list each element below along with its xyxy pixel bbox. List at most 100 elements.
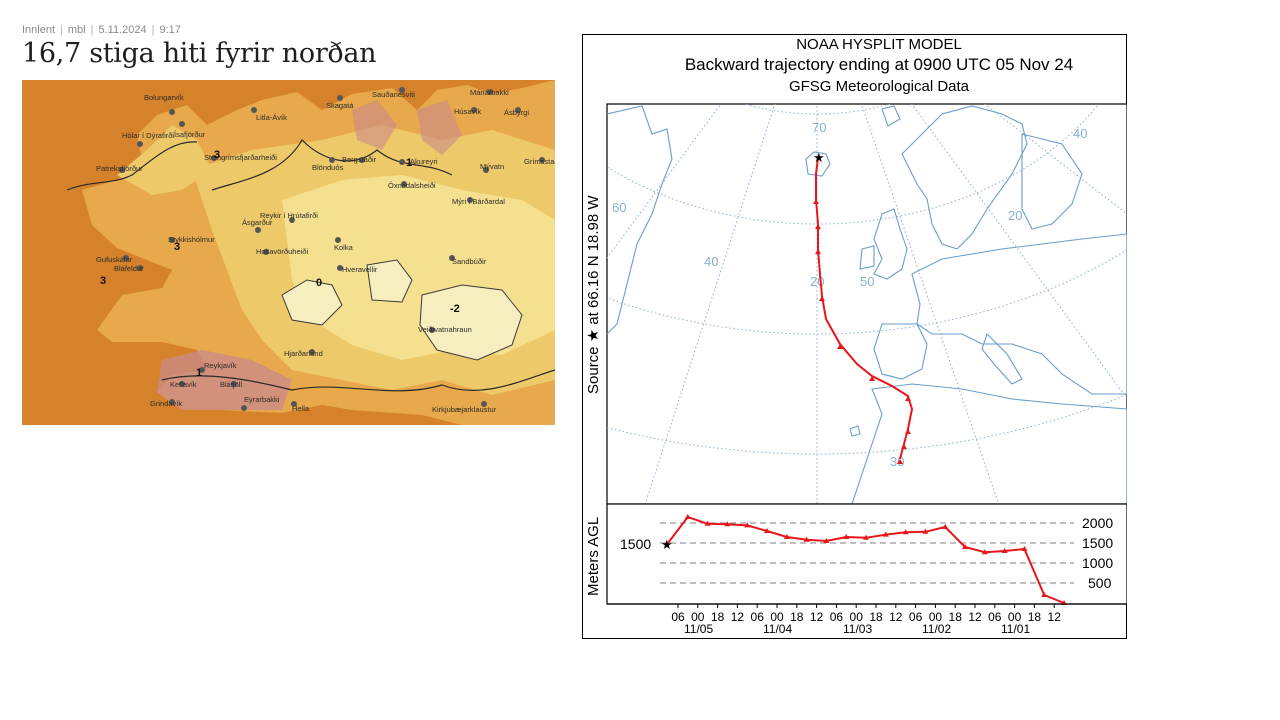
source-coordinates-label: Source ★ at 66.16 N 18.98 W (585, 195, 602, 394)
height-gridlines (660, 522, 1074, 584)
height-axis-label: Meters AGL (585, 517, 602, 596)
grid-label: 50 (860, 274, 874, 289)
place-label: Ásbyrgi (504, 108, 529, 117)
place-label: Mýri í Bárðardal (452, 197, 505, 206)
map-coastlines (607, 105, 1127, 504)
coast-iceland (805, 151, 831, 177)
article-source[interactable]: mbl (67, 24, 86, 36)
coast-finland (1021, 133, 1083, 230)
height-marker (1001, 548, 1008, 553)
grid-label: 70 (812, 120, 826, 135)
place-label: Sauðanesviti (372, 90, 415, 99)
date-labels: 11/05 11/04 11/03 11/02 11/01 (684, 622, 1030, 636)
time-tick-label: 12 (889, 610, 903, 624)
date-label: 11/02 (922, 622, 951, 636)
place-label: Reykjavík (204, 361, 237, 370)
coast-iberia (873, 323, 928, 380)
place-label: Blönduós (312, 163, 344, 172)
height-marker (882, 531, 889, 537)
height-marker (803, 536, 810, 542)
height-marker (684, 514, 691, 519)
map-isotherm-labels: 3 3 1 0 -2 3 1 (100, 149, 460, 379)
height-marker (704, 520, 711, 526)
hysplit-figure: NOAA HYSPLIT MODEL Backward trajectory e… (582, 34, 1127, 639)
map-contour-south (161, 369, 555, 392)
article-category[interactable]: Innlent (22, 24, 56, 36)
time-tick-label: 18 (711, 610, 725, 624)
place-label: Bergstaðir (342, 155, 377, 164)
time-tick-label: 18 (869, 610, 883, 624)
height-profile-panel: 2000 1500 1000 500 1500 ★ (606, 503, 1127, 605)
height-marker (1041, 592, 1048, 597)
place-label: Gufuskálar (96, 255, 133, 264)
place-label: Bláfjöll (220, 380, 242, 389)
map-place-markers (119, 87, 545, 411)
coast-uk (873, 208, 908, 280)
time-tick-label: 00 (691, 610, 705, 624)
coast-greenland (607, 105, 673, 335)
article-headline[interactable]: 16,7 stiga hiti fyrir norðan (22, 38, 377, 69)
isotherm-label: 1 (196, 367, 202, 379)
article-time: 9:17 (159, 24, 181, 36)
time-tick-label: 06 (671, 610, 685, 624)
time-tick-label: 00 (929, 610, 943, 624)
time-tick-label: 12 (731, 610, 745, 624)
grid-label: 40 (704, 254, 718, 269)
coast-scandinavia (901, 105, 1028, 250)
hysplit-data-source: GFSG Meteorological Data (789, 78, 970, 95)
time-tick-label: 06 (830, 610, 844, 624)
glacier-langjokull (281, 279, 343, 326)
place-label: Holtavörðuheiði (256, 247, 308, 256)
height-tick-labels: 2000 1500 1000 500 (1082, 515, 1113, 591)
height-marker (902, 529, 909, 535)
place-label: Steingrímsfjarðarheiði (204, 153, 277, 162)
isotherm-label: 3 (174, 241, 180, 253)
place-label: Bláfeldur (114, 264, 144, 273)
time-tick-label: 06 (751, 610, 765, 624)
place-label: Hella (292, 404, 310, 413)
height-marker (724, 521, 731, 527)
article-date: 5.11.2024 (98, 24, 147, 36)
map-north-lowland (352, 100, 397, 150)
height-tick: 500 (1088, 575, 1112, 591)
height-marker (843, 534, 850, 539)
date-label: 11/03 (843, 622, 872, 636)
height-tick: 2000 (1082, 515, 1113, 531)
place-label: Patreksfjörður (96, 164, 143, 173)
place-label: Reykir í Hrútafirði (260, 211, 318, 220)
height-marker (922, 528, 929, 534)
coast-italy (981, 332, 1023, 385)
place-label: Bolungarvík (144, 93, 184, 102)
map-place-labels: Bolungarvík Ísafjörður Litla-Ávík Hólar … (96, 88, 555, 414)
source-height-label: 1500 (620, 536, 651, 552)
place-label: Litla-Ávík (256, 113, 287, 122)
coast-europe (911, 233, 1127, 395)
date-label: 11/01 (1001, 622, 1030, 636)
glacier-vatnajokull (419, 284, 523, 361)
trajectory-map: 70 60 40 20 50 30 40 20 (606, 103, 1127, 505)
height-tick: 1500 (1082, 535, 1113, 551)
temperature-map: Bolungarvík Ísafjörður Litla-Ávík Hólar … (22, 80, 555, 425)
place-label: Ísafjörður (174, 130, 206, 139)
time-tick-label: 06 (988, 610, 1002, 624)
place-label: Öxnadalsheiði (388, 181, 436, 190)
place-label: Hjarðarland (284, 349, 323, 358)
coast-ireland (859, 245, 875, 270)
place-label: Skagatá (326, 101, 354, 110)
height-marker (823, 538, 830, 543)
height-series (667, 514, 1067, 605)
temperature-map-canvas: Bolungarvík Ísafjörður Litla-Ávík Hólar … (22, 80, 555, 425)
hysplit-subtitle: Backward trajectory ending at 0900 UTC 0… (685, 55, 1073, 74)
time-tick-label: 06 (909, 610, 923, 624)
place-label: Grindavík (150, 399, 182, 408)
time-tick-label: 12 (1048, 610, 1062, 624)
height-marker (764, 528, 770, 533)
place-label: Sandbúðir (452, 257, 487, 266)
time-tick-label: 18 (949, 610, 963, 624)
place-label: Kolka (334, 243, 354, 252)
height-marker (1021, 546, 1028, 551)
grid-label: 30 (890, 454, 904, 469)
place-label: Mánárbakki (470, 88, 509, 97)
place-label: Húsavík (454, 107, 481, 116)
time-tick-group: 06 00 18 12 06 00 18 12 06 00 18 12 06 00 18 12 06 00 18 12 (671, 604, 1061, 624)
